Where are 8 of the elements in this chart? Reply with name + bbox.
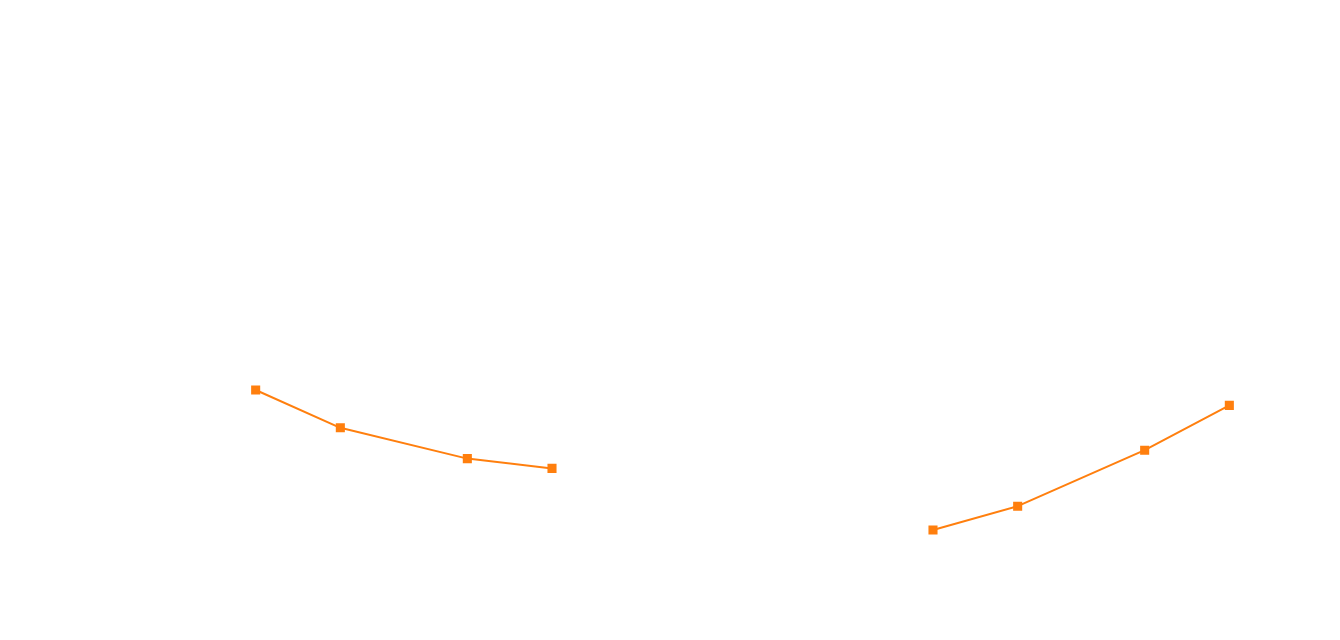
point <box>1224 400 1234 410</box>
point <box>928 525 938 535</box>
point <box>335 423 345 433</box>
point <box>1140 445 1150 455</box>
point <box>251 385 261 395</box>
point <box>1013 501 1023 511</box>
point <box>547 463 557 473</box>
point <box>462 454 472 464</box>
